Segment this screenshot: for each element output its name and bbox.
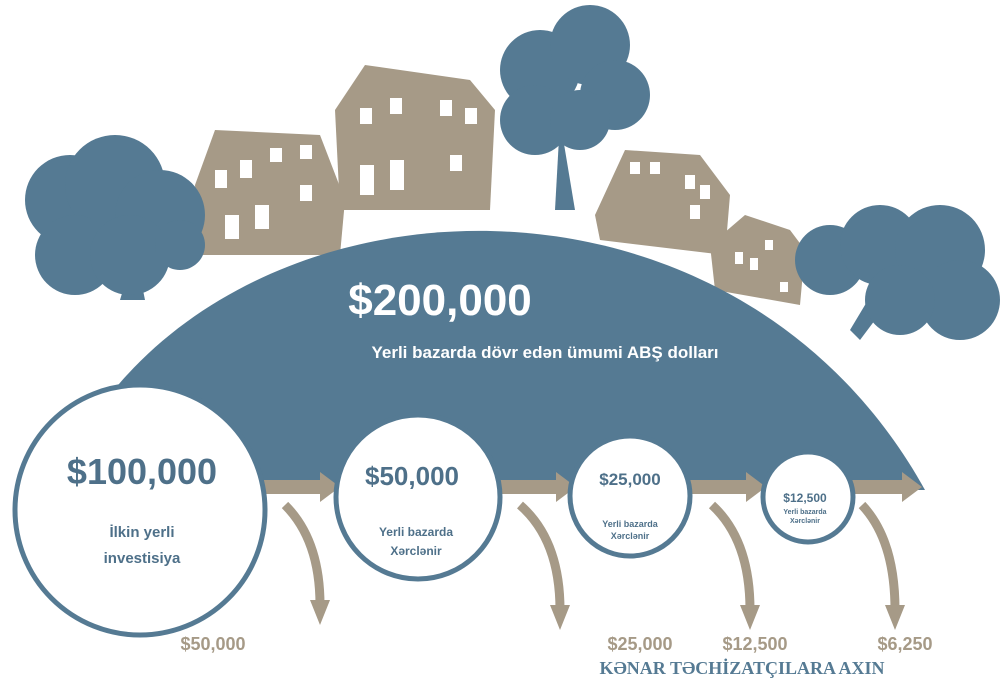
leak-amount: $6,250 [877,634,932,654]
leak-amount: $25,000 [607,634,672,654]
footer: KƏNAR TƏCHİZATÇILARA AXIN [600,658,885,678]
circle-label: Xərclənir [390,544,442,558]
circle-label: Xərclənir [611,531,650,541]
leak-amount: $50,000 [180,634,245,654]
circle-label: Yerli bazarda [783,509,826,516]
circle-label: Yerli bazarda [602,519,659,529]
circle-amount: $25,000 [599,470,660,489]
circle-amount: $12,500 [783,491,827,505]
total-amount: $200,000 [348,276,532,325]
circle-label: Yerli bazarda [379,525,453,539]
circle-label: İlkin yerli [109,524,174,541]
circle-label: Xərclənir [790,518,820,525]
leak-amount: $12,500 [722,634,787,654]
circle-label: investisiya [104,550,181,567]
circle-amount: $50,000 [365,461,459,491]
circle-amount: $100,000 [67,451,217,492]
total-subtitle: Yerli bazarda dövr edən ümumi ABŞ dollar… [371,343,718,362]
infographic: $200,000 Yerli bazarda dövr edən ümumi A… [0,0,1003,684]
